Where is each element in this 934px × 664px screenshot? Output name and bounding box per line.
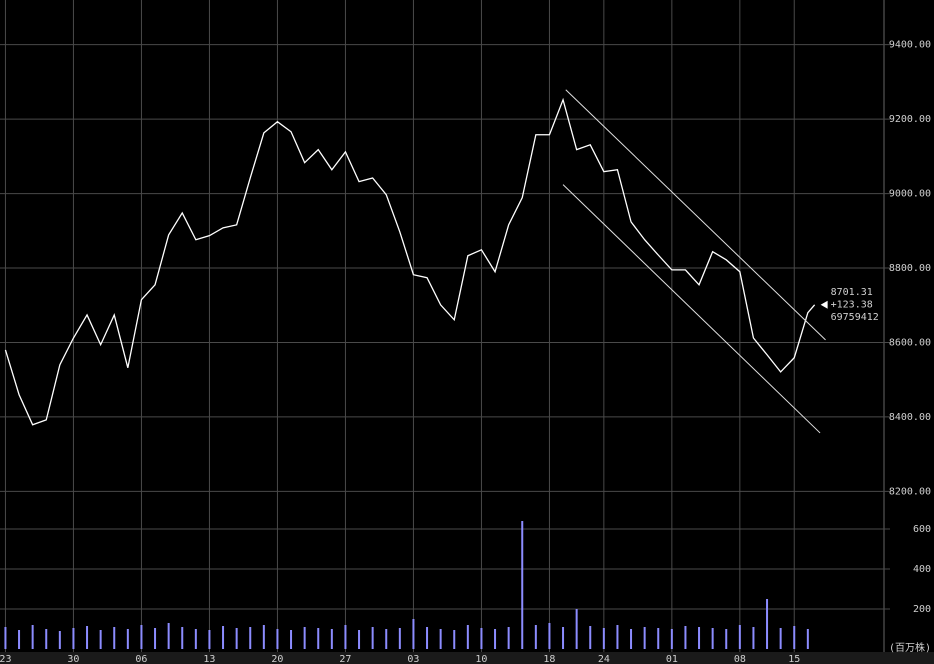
volume-bar	[602, 628, 605, 649]
x-tick-label: 06	[135, 654, 147, 664]
x-tick-label: 10	[475, 654, 487, 664]
volume-bar	[317, 628, 320, 649]
y-tick-label: 9400.00	[889, 40, 931, 51]
volume-bar	[670, 629, 673, 649]
volume-bar	[330, 629, 333, 649]
volume-bar	[453, 630, 456, 649]
volume-bar	[698, 627, 701, 649]
volume-bar	[684, 626, 687, 649]
volume-bar	[439, 629, 442, 649]
volume-bar	[262, 625, 265, 649]
y-tick-label: 8200.00	[889, 486, 931, 497]
x-tick-label: 24	[598, 654, 610, 664]
volume-bar	[766, 599, 769, 649]
x-tick-label: 30	[67, 654, 79, 664]
volume-bar	[793, 626, 796, 649]
volume-bar	[643, 627, 646, 649]
volume-bar	[507, 627, 510, 649]
volume-bar	[140, 625, 143, 649]
last-price-marker	[820, 300, 828, 309]
volume-bar	[126, 629, 129, 649]
y2-tick-label: 600	[913, 524, 931, 535]
volume-bar	[290, 630, 293, 649]
volume-bar	[657, 628, 660, 649]
volume-bar	[303, 627, 306, 649]
volume-bar	[562, 627, 565, 649]
volume-bar	[31, 625, 34, 649]
volume-bar	[249, 627, 252, 649]
x-tick-label: 23	[0, 654, 11, 664]
volume-bar	[194, 629, 197, 649]
volume-bar	[412, 619, 415, 649]
volume-bar	[575, 609, 578, 649]
volume-bar	[630, 629, 633, 649]
x-tick-label: 20	[271, 654, 283, 664]
volume-bar	[167, 623, 170, 649]
y2-tick-label: 200	[913, 604, 931, 615]
volume-bar	[235, 628, 238, 649]
trend-line	[565, 89, 826, 341]
volume-bar	[521, 521, 524, 649]
volume-bar	[222, 626, 225, 649]
x-tick-label: 08	[734, 654, 746, 664]
volume-bar	[154, 628, 157, 649]
y-tick-label: 8400.00	[889, 412, 931, 423]
y-tick-label: 9200.00	[889, 114, 931, 125]
y-tick-label: 8800.00	[889, 263, 931, 274]
annotation: 69759412	[831, 312, 879, 323]
volume-bar	[276, 629, 279, 649]
volume-bar	[711, 628, 714, 649]
volume-bar	[534, 625, 537, 649]
price-line	[4, 97, 816, 426]
annotation: +123.38	[831, 299, 873, 310]
x-tick-label: 01	[666, 654, 678, 664]
volume-bar	[45, 629, 48, 649]
volume-bar	[208, 630, 211, 649]
trend-line	[562, 184, 821, 434]
volume-bar	[385, 629, 388, 649]
volume-bar	[344, 625, 347, 649]
volume-bar	[480, 628, 483, 649]
volume-bar	[779, 628, 782, 649]
volume-bar	[616, 625, 619, 649]
volume-bar	[99, 630, 102, 649]
volume-bar	[752, 627, 755, 649]
volume-bar	[86, 626, 89, 649]
x-tick-label: 13	[203, 654, 215, 664]
volume-bar	[18, 630, 21, 649]
volume-bar	[806, 629, 809, 649]
volume-bar	[371, 627, 374, 649]
volume-bar	[466, 625, 469, 649]
y2-tick-label: 400	[913, 564, 931, 575]
volume-bar	[725, 629, 728, 649]
volume-bar	[72, 628, 75, 649]
volume-bar	[181, 627, 184, 649]
volume-bar	[548, 623, 551, 649]
volume-bar	[58, 631, 61, 649]
x-tick-label: 03	[407, 654, 419, 664]
date-strip	[0, 652, 934, 664]
volume-bar	[4, 627, 7, 649]
volume-bar	[494, 629, 497, 649]
volume-bar	[589, 626, 592, 649]
volume-bar	[358, 630, 361, 649]
y-tick-label: 9000.00	[889, 189, 931, 200]
x-tick-label: 15	[788, 654, 800, 664]
volume-bar	[113, 627, 116, 649]
volume-axis-label: (百万株)	[889, 641, 931, 654]
annotation: 8701.31	[831, 287, 873, 298]
volume-bar	[426, 627, 429, 649]
y-tick-label: 8600.00	[889, 337, 931, 348]
volume-bar	[738, 625, 741, 649]
x-tick-label: 18	[543, 654, 555, 664]
x-tick-label: 27	[339, 654, 351, 664]
volume-bar	[398, 628, 401, 649]
